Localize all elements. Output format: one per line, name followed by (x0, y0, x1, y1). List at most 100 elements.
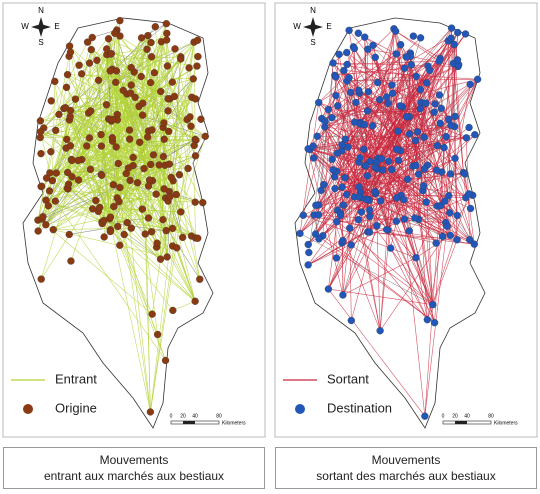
market-dot (354, 216, 363, 224)
movement-line (346, 81, 352, 321)
movement-line (113, 139, 165, 185)
market-dot (432, 166, 441, 174)
market-dot (304, 240, 312, 249)
movement-line (129, 81, 173, 131)
market-dot (416, 85, 425, 94)
movement-line (128, 167, 150, 181)
market-dot (75, 61, 83, 69)
market-dot (321, 117, 329, 126)
movement-line (424, 147, 445, 417)
market-dot (109, 181, 118, 189)
market-dot (384, 99, 392, 108)
market-dot (437, 104, 445, 112)
market-dot (383, 93, 391, 101)
compass-s: S (310, 38, 315, 47)
movement-line (331, 117, 402, 196)
market-dot (177, 55, 185, 63)
market-dot (123, 218, 131, 227)
movement-line (368, 131, 399, 200)
compass-rose (303, 17, 323, 37)
market-dot (405, 227, 413, 235)
market-dot (402, 113, 411, 121)
movement-line (81, 49, 92, 160)
market-dot (373, 78, 382, 87)
movement-line (367, 110, 435, 113)
movement-line (418, 219, 475, 245)
market-dot (45, 187, 54, 195)
movement-line (117, 42, 195, 227)
market-dot (67, 257, 75, 265)
movement-line (137, 72, 155, 183)
movement-line (331, 80, 348, 118)
market-dot (335, 50, 343, 59)
movement-line (363, 149, 434, 305)
movement-line (376, 168, 391, 249)
market-dot (108, 115, 116, 124)
market-dot (47, 97, 55, 105)
market-dot (137, 34, 146, 42)
market-dot (36, 128, 45, 136)
market-dot (133, 179, 142, 187)
market-dot (115, 197, 123, 206)
movement-line (422, 134, 476, 191)
market-dot (114, 159, 122, 168)
movement-line (312, 146, 338, 211)
movement-line (351, 244, 434, 305)
market-dot (114, 222, 122, 231)
movement-line (37, 41, 195, 232)
movement-line (150, 126, 192, 412)
movement-line (108, 38, 144, 104)
market-dot (86, 165, 95, 174)
market-dot (445, 192, 453, 200)
movement-line (375, 193, 435, 323)
market-dot (127, 63, 135, 72)
market-dot (106, 213, 115, 221)
market-dot (346, 224, 354, 232)
market-dot (296, 229, 304, 238)
legend-label: Entrant (55, 371, 97, 386)
market-dot (299, 211, 307, 219)
market-dot (52, 169, 60, 177)
movement-line (111, 33, 168, 70)
movement-line (397, 126, 455, 132)
market-dot (432, 239, 440, 247)
market-dot (163, 29, 171, 37)
movement-line (403, 199, 448, 227)
market-dot (405, 130, 414, 138)
movement-line (361, 136, 447, 198)
market-dot (411, 214, 419, 222)
movement-line (346, 79, 478, 82)
market-dot (453, 56, 462, 64)
caption-box: Mouvements sortant des marchés aux besti… (275, 447, 537, 489)
market-dot (63, 135, 71, 144)
market-dot (116, 241, 124, 249)
movement-line (322, 235, 435, 323)
movement-line (103, 220, 173, 229)
scale-bar (455, 421, 467, 424)
market-dot (341, 135, 350, 143)
market-dot (136, 138, 144, 146)
market-dot (149, 151, 158, 159)
market-dot (387, 244, 395, 252)
market-dot (44, 202, 53, 210)
movement-line (191, 97, 196, 239)
market-dot (444, 115, 453, 123)
market-dot (131, 93, 139, 102)
market-dot (51, 77, 59, 86)
market-dot (364, 45, 372, 53)
market-dot (466, 236, 474, 244)
market-dot (126, 135, 134, 143)
movement-line (65, 107, 166, 361)
market-dot (74, 176, 83, 184)
compass-s: S (38, 38, 43, 47)
market-dot (37, 275, 45, 283)
market-dot (454, 28, 462, 37)
market-dot (407, 61, 415, 69)
movement-line (75, 48, 176, 100)
market-dot (392, 194, 401, 202)
movement-line (88, 112, 111, 230)
market-dot (473, 75, 482, 83)
market-dot (313, 132, 321, 140)
